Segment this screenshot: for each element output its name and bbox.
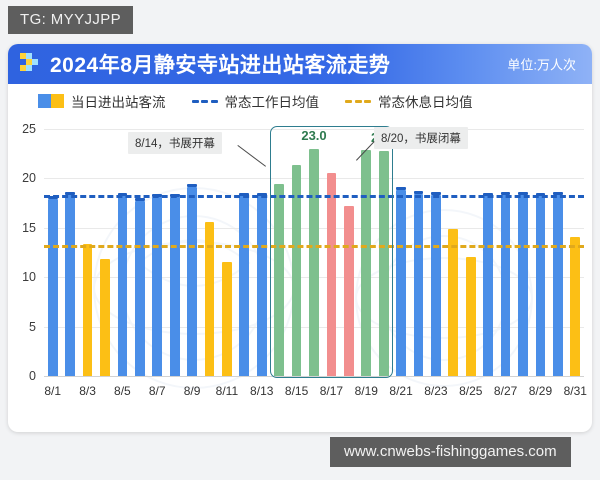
bar-8-25[interactable]	[465, 257, 476, 376]
telegram-tag: TG: MYYJJPP	[8, 6, 134, 34]
reference-line-0	[44, 195, 584, 199]
x-axis-tick-8-21: 8/21	[389, 384, 413, 398]
bar-cap	[535, 192, 546, 197]
bar-8-8[interactable]	[169, 197, 180, 376]
unit-label: 单位:万人次	[507, 57, 576, 73]
x-axis-tick-8-9: 8/9	[183, 384, 201, 398]
bar-8-24[interactable]	[448, 228, 459, 376]
bar-8-6[interactable]	[134, 201, 145, 376]
y-axis-tick-0: 0	[29, 369, 36, 383]
x-axis-tick-8-1: 8/1	[44, 384, 62, 398]
bar-8-26[interactable]	[483, 196, 494, 376]
chart-card: 2024年8月静安寺站进出站客流走势 单位:万人次 当日进出站客流 常态工作日均值…	[8, 44, 592, 432]
bar-8-7[interactable]	[152, 197, 163, 376]
x-axis-tick-8-31: 8/31	[563, 384, 587, 398]
x-axis-tick-8-23: 8/23	[424, 384, 448, 398]
x-axis-tick-8-19: 8/19	[354, 384, 378, 398]
data-label-8-16: 23.0	[301, 127, 327, 143]
bar-cap	[518, 191, 528, 196]
legend-item-0[interactable]: 当日进出站客流	[38, 91, 166, 111]
reference-line-1	[44, 244, 584, 248]
bar-8-9[interactable]	[187, 187, 197, 376]
bar-8-10[interactable]	[204, 221, 215, 376]
bar-8-4[interactable]	[100, 259, 110, 376]
x-axis-tick-8-15: 8/15	[284, 384, 309, 398]
bar-8-30[interactable]	[552, 195, 563, 376]
bar-cap	[500, 191, 511, 196]
bar-cap	[239, 192, 250, 197]
bar-8-21[interactable]	[396, 190, 406, 376]
chart-legend: 当日进出站客流 常态工作日均值 常态休息日均值	[8, 84, 592, 118]
gridline-25	[44, 129, 584, 130]
bar-8-11[interactable]	[222, 262, 232, 376]
chart-plot-area: 051015202523.022.88/18/38/58/78/98/118/1…	[8, 118, 592, 432]
bar-8-19[interactable]	[361, 149, 372, 376]
bar-cap	[65, 191, 75, 196]
legend-item-2[interactable]: 常态休息日均值	[345, 91, 473, 111]
x-axis-tick-8-11: 8/11	[215, 384, 239, 398]
y-axis-tick-20: 20	[22, 171, 36, 186]
bar-8-15[interactable]	[291, 164, 302, 376]
y-axis-tick-5: 5	[29, 319, 36, 334]
annotation-book-fair-open: 8/14，书展开幕	[128, 132, 222, 154]
highlight-region	[270, 126, 393, 378]
y-axis-tick-25: 25	[22, 122, 36, 136]
bar-cap	[134, 197, 145, 202]
bar-8-3[interactable]	[82, 243, 93, 376]
pixel-blocks-icon	[20, 53, 38, 71]
bar-cap	[117, 192, 128, 197]
x-axis-tick-8-17: 8/17	[319, 384, 344, 398]
bars-layer	[44, 118, 584, 432]
bar-8-29[interactable]	[535, 196, 546, 376]
bar-cap	[256, 192, 267, 197]
bar-8-13[interactable]	[256, 196, 267, 376]
x-axis-tick-8-29: 8/29	[528, 384, 553, 398]
bar-cap	[413, 190, 424, 195]
bar-cap	[483, 192, 494, 197]
x-axis-tick-8-25: 8/25	[459, 384, 483, 398]
legend-swatch	[38, 94, 64, 108]
annotation-book-fair-close: 8/20，书展闭幕	[374, 127, 468, 149]
bar-8-1[interactable]	[47, 199, 58, 376]
x-axis-tick-8-3: 8/3	[79, 384, 96, 398]
bar-8-28[interactable]	[518, 195, 528, 376]
legend-dash	[345, 99, 371, 103]
gridline-0	[44, 376, 584, 377]
bar-8-12[interactable]	[239, 196, 250, 376]
bar-8-22[interactable]	[413, 194, 424, 376]
x-axis-tick-8-27: 8/27	[493, 384, 518, 398]
x-axis-tick-8-7: 8/7	[148, 384, 166, 398]
legend-label: 当日进出站客流	[71, 95, 166, 110]
legend-label: 常态工作日均值	[224, 95, 320, 110]
bar-8-18[interactable]	[343, 206, 354, 376]
bar-cap	[552, 191, 563, 196]
bar-8-2[interactable]	[65, 195, 75, 376]
legend-item-1[interactable]: 常态工作日均值	[191, 91, 320, 111]
legend-label: 常态休息日均值	[378, 95, 473, 110]
y-axis-tick-15: 15	[22, 220, 36, 235]
bar-8-20[interactable]	[378, 150, 389, 376]
x-axis-tick-8-13: 8/13	[250, 384, 274, 398]
bar-cap	[431, 191, 441, 196]
page-title: 2024年8月静安寺站进出站客流走势	[50, 54, 391, 77]
card-header: 2024年8月静安寺站进出站客流走势 单位:万人次	[8, 44, 592, 84]
bar-8-14[interactable]	[274, 184, 285, 376]
bar-cap	[396, 186, 406, 191]
bar-8-5[interactable]	[117, 196, 128, 376]
bar-8-31[interactable]	[570, 236, 581, 376]
bar-8-17[interactable]	[326, 173, 337, 376]
legend-dash	[191, 99, 218, 103]
bar-8-27[interactable]	[500, 195, 511, 376]
x-axis-tick-8-5: 8/5	[114, 384, 131, 398]
y-axis-tick-10: 10	[22, 270, 36, 285]
bar-cap	[187, 183, 197, 188]
bar-8-23[interactable]	[431, 195, 441, 376]
footer-url: www.cnwebs-fishinggames.com	[330, 437, 571, 467]
bar-8-16[interactable]	[309, 148, 319, 376]
